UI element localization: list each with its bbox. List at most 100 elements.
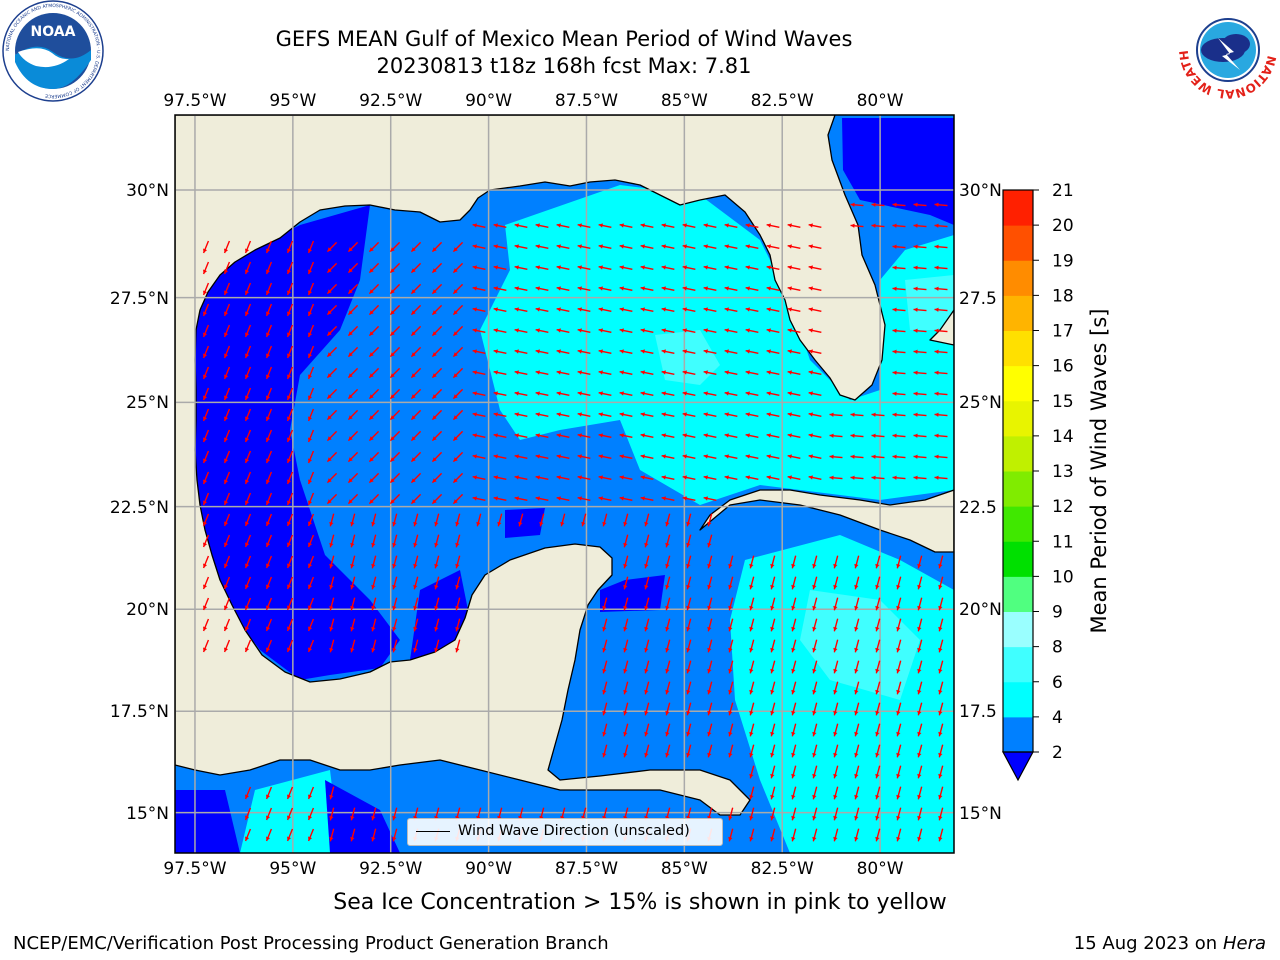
lon-label-bottom: 90°W <box>465 859 512 879</box>
wave-direction-arrowhead <box>917 794 922 800</box>
wave-direction-arrowhead <box>812 584 817 590</box>
colorbar-segment <box>1003 611 1033 648</box>
wave-direction-arrowhead <box>682 349 687 354</box>
wave-direction-arrowhead <box>812 836 817 842</box>
wave-direction-arrowhead <box>749 815 754 821</box>
wave-direction-arrowhead <box>749 584 754 590</box>
wave-direction-arrowhead <box>472 328 477 333</box>
wave-direction-arrowhead <box>369 331 374 336</box>
wave-direction-arrowhead <box>472 244 477 249</box>
wave-direction-arrowhead <box>640 496 645 501</box>
wave-direction-arrowhead <box>791 752 796 758</box>
wave-direction-arrowhead <box>766 328 771 333</box>
wave-direction-arrowhead <box>682 433 687 438</box>
wave-direction-arrowhead <box>728 584 733 590</box>
wave-direction-arrowhead <box>434 605 439 611</box>
wave-direction-arrowhead <box>791 773 796 779</box>
wave-direction-arrowhead <box>390 247 395 252</box>
wave-direction-arrowhead <box>875 605 880 611</box>
wave-direction-arrowhead <box>854 668 859 674</box>
wave-region-under-2s-west <box>190 205 400 680</box>
wave-direction-arrowhead <box>850 202 855 207</box>
wave-direction-arrowhead <box>434 542 439 548</box>
sea-ice-note: Sea Ice Concentration > 15% is shown in … <box>333 890 947 915</box>
wave-direction-arrowhead <box>390 499 395 504</box>
wave-direction-arrowhead <box>682 286 687 291</box>
wave-direction-arrowhead <box>472 223 477 228</box>
colorbar-segment <box>1003 260 1033 296</box>
wave-direction-arrowhead <box>371 836 376 842</box>
wave-direction-arrowhead <box>854 563 859 569</box>
wave-direction-arrowhead <box>896 836 901 842</box>
wave-direction-arrowhead <box>875 563 880 569</box>
wave-direction-arrowhead <box>308 332 313 338</box>
lat-label-left: 27.5°N <box>110 289 169 309</box>
wave-direction-arrowhead <box>390 457 395 462</box>
wave-direction-arrowhead <box>749 794 754 800</box>
wave-direction-arrowhead <box>390 373 395 378</box>
wave-direction-arrowhead <box>598 412 603 417</box>
wave-direction-arrowhead <box>287 290 292 296</box>
wave-direction-arrowhead <box>602 605 607 611</box>
wave-direction-arrowhead <box>749 731 754 737</box>
wave-direction-arrowhead <box>350 836 355 842</box>
wave-direction-arrowhead <box>308 458 313 464</box>
wave-direction-arrowhead <box>833 773 838 779</box>
wave-direction-arrowhead <box>224 311 229 317</box>
wave-direction-arrowhead <box>896 668 901 674</box>
wave-direction-arrowhead <box>514 454 519 459</box>
colorbar-tick-label: 6 <box>1052 673 1063 693</box>
wave-direction-arrowhead <box>619 265 624 270</box>
wave-direction-arrowhead <box>224 521 229 527</box>
wave-direction-arrowhead <box>413 647 418 653</box>
wave-direction-arrowhead <box>602 731 607 737</box>
wave-direction-arrowhead <box>411 499 416 504</box>
wave-direction-arrowhead <box>833 563 838 569</box>
wave-direction-arrowhead <box>770 689 775 695</box>
wave-direction-arrowhead <box>787 328 792 333</box>
wave-direction-arrowhead <box>707 668 712 674</box>
wave-direction-arrowhead <box>854 689 859 695</box>
wave-direction-arrowhead <box>245 269 250 275</box>
wave-direction-arrowhead <box>934 286 939 291</box>
wave-direction-arrowhead <box>707 710 712 716</box>
wave-direction-arrowhead <box>203 290 208 296</box>
wave-direction-arrowhead <box>369 457 374 462</box>
wave-direction-arrowhead <box>560 521 565 527</box>
wave-direction-arrowhead <box>745 370 750 375</box>
wave-direction-arrowhead <box>514 391 519 396</box>
wave-direction-arrowhead <box>203 269 208 275</box>
colorbar-segment <box>1003 190 1033 226</box>
wave-direction-arrowhead <box>535 223 540 228</box>
wave-direction-arrowhead <box>266 479 271 485</box>
wave-direction-arrowhead <box>514 328 519 333</box>
wave-direction-arrowhead <box>707 626 712 632</box>
wave-direction-arrowhead <box>892 223 897 228</box>
wave-direction-arrowhead <box>644 668 649 674</box>
wave-direction-arrowhead <box>787 391 792 396</box>
wave-direction-arrowhead <box>245 416 250 422</box>
wave-direction-arrowhead <box>556 349 561 354</box>
wave-direction-arrowhead <box>770 836 775 842</box>
wave-direction-arrowhead <box>203 353 208 359</box>
wave-direction-arrowhead <box>329 542 334 548</box>
wave-direction-arrowhead <box>539 521 544 527</box>
wave-direction-arrowhead <box>390 478 395 483</box>
wave-direction-arrowhead <box>308 269 313 275</box>
wave-direction-arrowhead <box>245 290 250 296</box>
wave-direction-arrowhead <box>411 352 416 357</box>
wave-direction-arrowhead <box>348 499 353 504</box>
wave-direction-arrowhead <box>686 647 691 653</box>
wave-direction-arrowhead <box>287 353 292 359</box>
wave-direction-arrowhead <box>850 412 855 417</box>
wave-direction-arrowhead <box>287 248 292 254</box>
wave-direction-arrowhead <box>472 391 477 396</box>
wave-direction-arrowhead <box>455 584 460 590</box>
wave-direction-arrowhead <box>875 626 880 632</box>
wave-direction-arrowhead <box>224 437 229 443</box>
nws-logo: NATIONAL WEATHER SERVICE <box>1178 0 1278 100</box>
wave-direction-arrowhead <box>640 391 645 396</box>
wave-direction-arrowhead <box>602 689 607 695</box>
wave-direction-arrowhead <box>390 436 395 441</box>
wave-direction-arrowhead <box>245 542 250 548</box>
